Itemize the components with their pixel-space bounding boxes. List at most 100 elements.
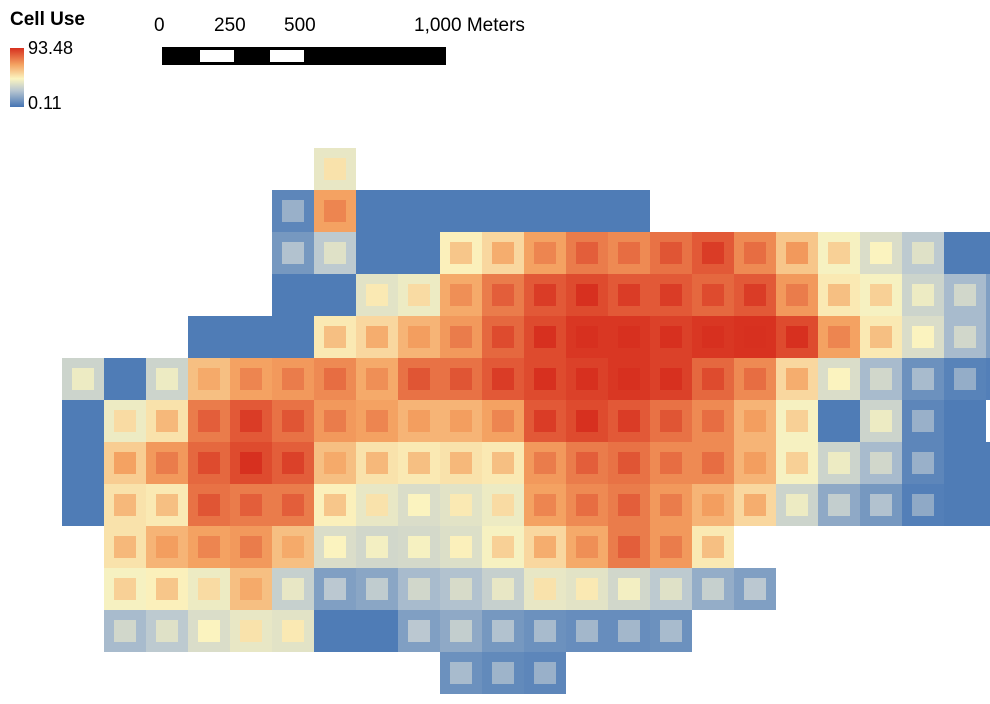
map-cell-center <box>282 494 304 516</box>
scale-label-500: 500 <box>284 15 316 36</box>
map-cell-center <box>618 536 640 558</box>
map-cell-center <box>324 242 346 264</box>
map-cell-center <box>786 284 808 306</box>
map-cell-center <box>576 620 598 642</box>
map-cell-center <box>576 410 598 432</box>
map-cell-center <box>408 494 430 516</box>
scale-label-250: 250 <box>214 15 246 36</box>
scale-segment-3 <box>234 47 270 65</box>
map-cell-center <box>156 578 178 600</box>
map-cell-center <box>744 368 766 390</box>
map-cell-center <box>408 410 430 432</box>
map-cell-center <box>828 452 850 474</box>
map-cell-center <box>240 368 262 390</box>
map-cell <box>944 232 986 274</box>
map-cell-center <box>114 536 136 558</box>
map-cell-center <box>870 494 892 516</box>
map-cell-center <box>870 368 892 390</box>
map-cell-center <box>618 578 640 600</box>
map-cell-center <box>492 662 514 684</box>
map-cell-center <box>492 452 514 474</box>
map-cell-center <box>450 620 472 642</box>
map-cell-center <box>240 410 262 432</box>
map-cell <box>314 274 356 316</box>
map-cell-center <box>240 620 262 642</box>
map-cell-center <box>576 326 598 348</box>
map-cell-center <box>324 326 346 348</box>
map-cell-center <box>534 536 556 558</box>
map-cell-center <box>240 536 262 558</box>
map-cell-center <box>870 452 892 474</box>
map-cell <box>188 316 230 358</box>
map-cell-center <box>408 620 430 642</box>
map-cell-center <box>114 452 136 474</box>
map-cell-center <box>660 410 682 432</box>
map-cell-center <box>828 284 850 306</box>
map-cell-center <box>912 326 934 348</box>
map-cell <box>818 400 860 442</box>
map-cell-center <box>534 578 556 600</box>
map-cell-center <box>702 410 724 432</box>
map-cell-center <box>282 452 304 474</box>
map-cell <box>104 358 146 400</box>
map-cell-center <box>450 494 472 516</box>
map-cell-center <box>366 452 388 474</box>
map-cell-center <box>450 662 472 684</box>
map-cell <box>62 442 104 484</box>
map-cell-center <box>198 368 220 390</box>
map-cell <box>356 610 398 652</box>
map-cell-center <box>408 326 430 348</box>
map-cell-center <box>618 620 640 642</box>
map-cell-center <box>492 242 514 264</box>
map-cell-center <box>702 242 724 264</box>
map-cell-center <box>114 620 136 642</box>
map-cell-center <box>534 620 556 642</box>
map-cell-center <box>492 368 514 390</box>
map-cell-center <box>156 620 178 642</box>
map-cell <box>356 190 398 232</box>
map-cell-center <box>492 536 514 558</box>
map-cell-center <box>408 536 430 558</box>
scale-segment-5 <box>304 47 446 65</box>
map-cell-center <box>618 368 640 390</box>
map-cell-center <box>492 578 514 600</box>
scale-segment-1 <box>162 47 200 65</box>
map-cell-center <box>576 578 598 600</box>
map-cell-center <box>156 410 178 432</box>
map-cell-center <box>660 452 682 474</box>
map-cell-center <box>912 242 934 264</box>
map-cell-center <box>324 200 346 222</box>
map-cell-center <box>702 284 724 306</box>
map-cell-center <box>912 368 934 390</box>
map-cell-center <box>324 494 346 516</box>
map-cell <box>944 400 986 442</box>
map-cell-center <box>912 410 934 432</box>
map-cell-center <box>114 494 136 516</box>
map-cell-center <box>660 368 682 390</box>
map-cell-center <box>366 284 388 306</box>
map-cell-center <box>702 578 724 600</box>
map-cell <box>944 442 986 484</box>
map-cell-center <box>660 620 682 642</box>
map-cell-center <box>198 620 220 642</box>
map-cell-center <box>282 620 304 642</box>
map-cell <box>62 484 104 526</box>
map-cell-center <box>912 452 934 474</box>
scale-segment-4 <box>270 47 304 65</box>
map-cell-center <box>198 536 220 558</box>
map-cell-center <box>324 368 346 390</box>
map-cell-center <box>786 410 808 432</box>
map-cell <box>986 442 990 484</box>
map-cell-center <box>72 368 94 390</box>
map-cell-center <box>534 326 556 348</box>
map-cell-center <box>240 578 262 600</box>
map-cell-center <box>534 242 556 264</box>
legend-color-ramp <box>10 48 24 107</box>
map-cell-center <box>660 242 682 264</box>
map-cell-center <box>282 536 304 558</box>
map-cell-center <box>492 284 514 306</box>
map-cell-center <box>282 242 304 264</box>
map-cell-center <box>282 410 304 432</box>
map-cell-center <box>450 452 472 474</box>
map-cell-center <box>198 452 220 474</box>
